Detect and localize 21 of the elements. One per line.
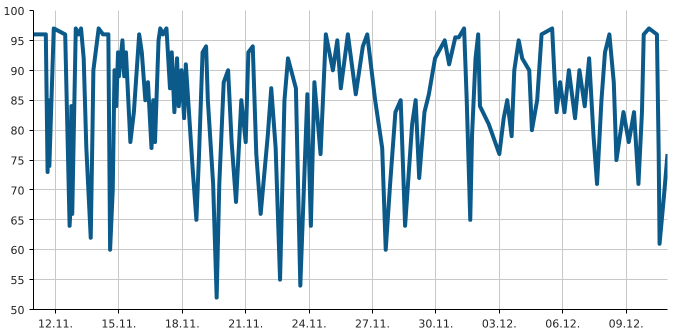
x-tick-label: 06.12. xyxy=(545,318,580,330)
x-tick-label: 24.11. xyxy=(292,318,327,330)
y-tick-label: 70 xyxy=(10,184,25,198)
y-tick-label: 50 xyxy=(10,304,25,317)
y-tick-label: 80 xyxy=(10,124,25,138)
y-tick-label: 60 xyxy=(10,244,25,258)
x-tick-label: 03.12. xyxy=(482,318,517,330)
x-tick-label: 27.11. xyxy=(355,318,390,330)
y-tick-label: 85 xyxy=(10,94,25,108)
y-tick-label: 75 xyxy=(10,154,25,168)
y-tick-label: 90 xyxy=(10,64,25,78)
y-tick-label: 100 xyxy=(4,5,25,18)
x-tick-label: 18.11. xyxy=(164,318,200,330)
x-tick-label: 21.11. xyxy=(228,318,264,330)
x-tick-label: 09.12. xyxy=(608,318,644,330)
y-tick-label: 65 xyxy=(10,214,25,228)
x-tick-label: 30.11. xyxy=(418,318,454,330)
y-tick-label: 55 xyxy=(10,274,25,288)
x-tick-label: 12.11. xyxy=(38,318,74,330)
y-tick-label: 95 xyxy=(10,34,25,48)
x-tick-label: 15.11. xyxy=(101,318,136,330)
